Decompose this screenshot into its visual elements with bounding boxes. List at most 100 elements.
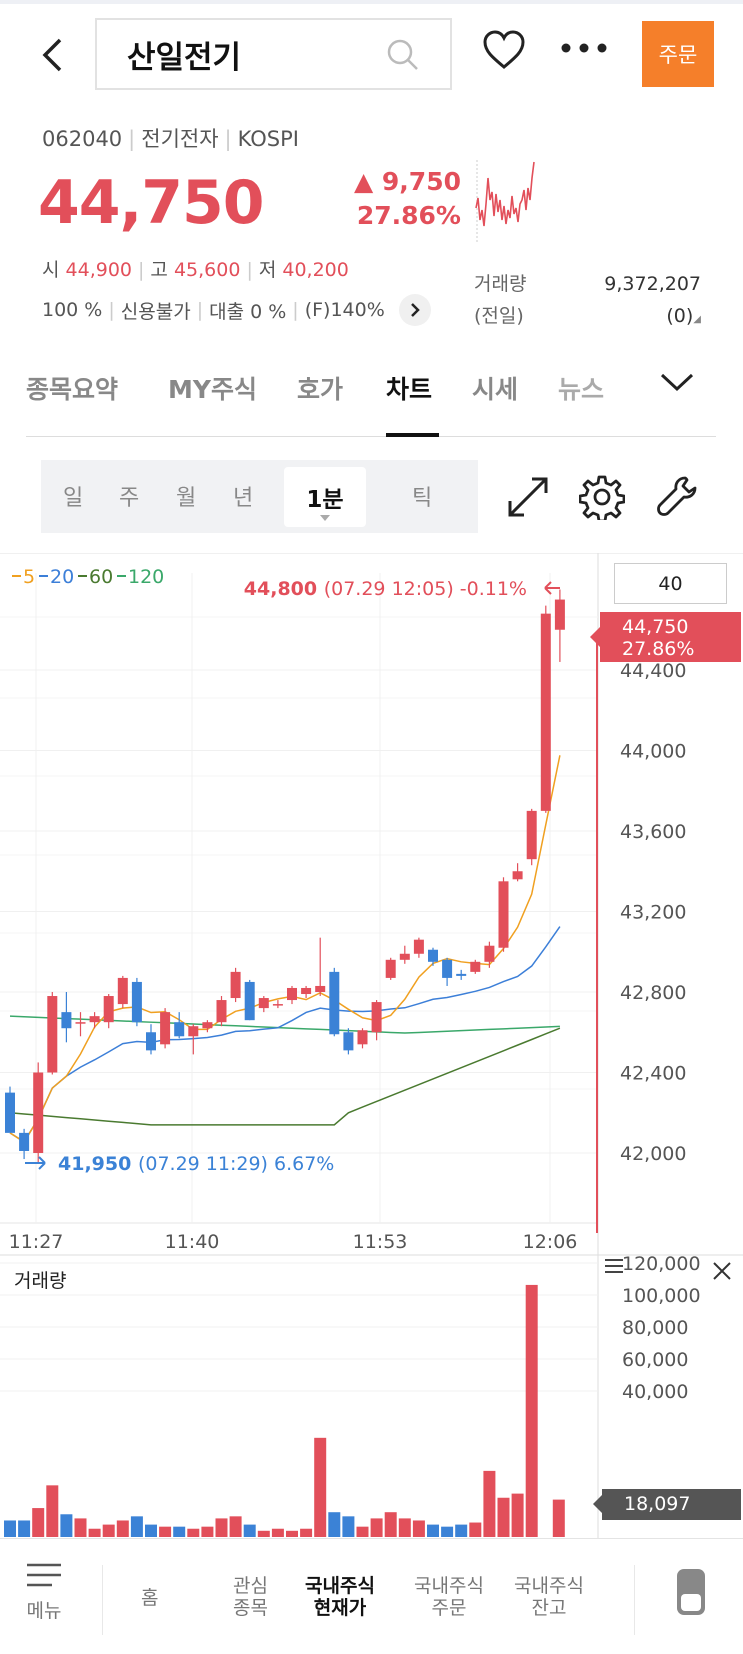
volume-bar bbox=[525, 1284, 538, 1537]
candle-body bbox=[244, 981, 255, 1021]
current-price: 44,750 bbox=[38, 168, 265, 238]
chart-settings-button[interactable] bbox=[578, 474, 626, 524]
period-tick[interactable]: 틱 bbox=[412, 486, 433, 511]
candle-count-input[interactable]: 40 bbox=[614, 563, 727, 604]
period-1min[interactable]: 1분 bbox=[284, 467, 366, 527]
volume-label: 거래량 bbox=[474, 273, 527, 295]
candle-body bbox=[258, 998, 269, 1009]
candle-body bbox=[329, 971, 340, 1035]
right-arrow-icon bbox=[25, 1156, 46, 1170]
candle-body bbox=[399, 953, 410, 960]
low-label: 저 bbox=[258, 259, 277, 281]
candle-body bbox=[117, 977, 128, 1005]
tab-my-stock[interactable]: MY주식 bbox=[168, 375, 257, 404]
candle-body bbox=[61, 1012, 72, 1029]
tabs-dropdown-button[interactable] bbox=[660, 372, 694, 396]
candle-body bbox=[357, 1030, 368, 1045]
margin-rate: 100 % bbox=[42, 299, 103, 321]
volume-bar bbox=[271, 1528, 284, 1537]
volume-bar bbox=[427, 1524, 439, 1537]
volume-value: 9,372,207 bbox=[604, 273, 701, 295]
expand-info-button[interactable] bbox=[398, 294, 431, 326]
tab-orderbook[interactable]: 호가 bbox=[297, 375, 344, 404]
volume-y-tick-label: 40,000 bbox=[622, 1381, 688, 1403]
candle-body bbox=[343, 1032, 354, 1051]
candle-body bbox=[512, 871, 523, 880]
period-year[interactable]: 년 bbox=[233, 486, 254, 511]
volume-bar bbox=[116, 1520, 129, 1537]
bottom-navigation: 메뉴 홈 관심 종목 국내주식 현재가 국내주식 주문 국내주식 잔고 bbox=[0, 1538, 743, 1654]
nav-device-button[interactable] bbox=[675, 1567, 707, 1622]
volume-bar bbox=[60, 1514, 73, 1537]
credit-status: 신용불가 bbox=[120, 300, 191, 323]
candle-body bbox=[89, 1016, 100, 1023]
period-month[interactable]: 월 bbox=[176, 486, 197, 511]
tab-news[interactable]: 뉴스 bbox=[558, 375, 605, 404]
y-tick-label: 44,000 bbox=[620, 741, 686, 763]
candle-body bbox=[428, 949, 438, 962]
volume-bar bbox=[159, 1526, 172, 1537]
back-button[interactable] bbox=[34, 30, 70, 80]
favorite-button[interactable] bbox=[482, 30, 526, 74]
volume-bar bbox=[314, 1437, 327, 1537]
volume-values: 9,372,207 (0)◢ bbox=[604, 268, 701, 336]
nav-watchlist[interactable]: 관심 종목 bbox=[233, 1575, 268, 1619]
change-amount: ▲ 9,750 bbox=[353, 167, 461, 196]
tab-chart[interactable]: 차트 bbox=[386, 375, 433, 404]
volume-bar bbox=[412, 1520, 425, 1537]
volume-close-icon bbox=[713, 1262, 731, 1280]
ma-legend-label: 20 bbox=[50, 566, 74, 588]
chart-area[interactable]: 44,400 44,000 43,600 43,200 42,800 42,400 42,0… bbox=[0, 552, 743, 1538]
volume-bar bbox=[370, 1518, 383, 1537]
candle-body bbox=[540, 613, 551, 811]
period-day[interactable]: 일 bbox=[63, 486, 84, 511]
high-label: 고 bbox=[150, 259, 168, 281]
candle-body bbox=[456, 973, 467, 976]
candle-body bbox=[315, 985, 326, 992]
open-price: 44,900 bbox=[65, 259, 133, 281]
stock-name: 산일전기 bbox=[127, 39, 242, 76]
stock-sector: 전기전자 bbox=[141, 127, 219, 151]
current-price-tag: 44,750 27.86% bbox=[590, 612, 741, 662]
nav-balance[interactable]: 국내주식 잔고 bbox=[514, 1575, 584, 1619]
candle-body bbox=[188, 1026, 199, 1037]
volume-bar bbox=[173, 1526, 186, 1537]
volume-bar bbox=[229, 1516, 242, 1537]
stock-search-input[interactable]: 산일전기 bbox=[95, 18, 452, 90]
tab-quote[interactable]: 시세 bbox=[472, 375, 519, 404]
volume-bar bbox=[384, 1512, 397, 1537]
nav-current-price[interactable]: 국내주식 현재가 bbox=[305, 1575, 375, 1619]
volume-bar bbox=[130, 1516, 143, 1537]
period-week[interactable]: 주 bbox=[119, 486, 140, 511]
volume-bar bbox=[4, 1520, 16, 1537]
volume-bar bbox=[32, 1508, 45, 1537]
candle-body bbox=[19, 1132, 30, 1151]
search-icon bbox=[387, 39, 418, 70]
more-button[interactable] bbox=[560, 38, 608, 62]
volume-bar bbox=[286, 1530, 298, 1537]
order-button[interactable]: 주문 bbox=[642, 21, 714, 87]
price-chart[interactable]: 44,400 44,000 43,600 43,200 42,800 42,400 42,0… bbox=[0, 552, 743, 1538]
candle-body bbox=[75, 1022, 86, 1024]
volume-bar bbox=[398, 1518, 411, 1537]
nav-menu-label: 메뉴 bbox=[26, 1600, 62, 1622]
volume-bar bbox=[201, 1526, 214, 1537]
period-1min-label: 1분 bbox=[306, 487, 344, 513]
nav-home[interactable]: 홈 bbox=[141, 1587, 159, 1609]
volume-bar bbox=[469, 1522, 482, 1537]
y-tick-label: 42,000 bbox=[620, 1143, 686, 1165]
candle-body bbox=[385, 959, 396, 978]
left-arrow-icon bbox=[544, 581, 560, 595]
chart-tools-button[interactable] bbox=[655, 474, 701, 524]
status-strip bbox=[0, 0, 743, 4]
tab-summary[interactable]: 종목요약 bbox=[26, 375, 119, 404]
volume-y-tick-label: 120,000 bbox=[622, 1253, 701, 1275]
candle-body bbox=[33, 1072, 44, 1153]
fullscreen-button[interactable] bbox=[505, 474, 551, 524]
nav-menu[interactable]: 메뉴 bbox=[24, 1561, 64, 1622]
candle-body bbox=[230, 971, 241, 999]
tabs-divider bbox=[26, 436, 716, 437]
open-label: 시 bbox=[42, 259, 60, 281]
nav-order[interactable]: 국내주식 주문 bbox=[414, 1575, 484, 1619]
volume-menu-icon bbox=[605, 1259, 623, 1273]
